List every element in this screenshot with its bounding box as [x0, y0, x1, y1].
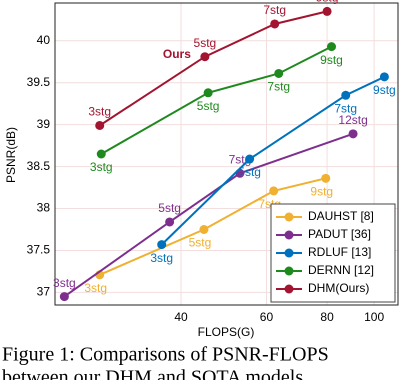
legend-marker: [284, 266, 294, 276]
point-label: 3stg: [150, 251, 173, 265]
y-tick-label: 39.5: [27, 75, 51, 89]
legend-marker: [284, 284, 294, 294]
point-label: 7stg: [334, 101, 357, 115]
x-tick-label: 60: [260, 310, 274, 324]
y-tick-label: 38.5: [27, 159, 51, 173]
legend-marker: [284, 212, 294, 222]
x-tick-label: 80: [320, 310, 334, 324]
point-label: 5stg: [194, 36, 217, 50]
data-point: [322, 6, 332, 16]
point-label: 7stg: [267, 80, 290, 94]
legend-label: PADUT [36]: [308, 227, 371, 241]
point-label: 9stg: [373, 83, 396, 97]
data-point: [321, 173, 331, 183]
data-point: [269, 186, 279, 196]
y-tick-label: 38: [37, 201, 51, 215]
data-point: [327, 42, 337, 52]
data-point: [341, 90, 351, 100]
caption: Figure 1: Comparisons of PSNR-FLOPS: [2, 344, 329, 366]
series-line: [63, 132, 354, 298]
point-label: 9stg: [316, 0, 339, 5]
point-label: 5stg: [197, 99, 220, 113]
point-label: 3stg: [88, 105, 111, 119]
point-label: 5stg: [238, 165, 261, 179]
y-tick-label: 39: [37, 117, 51, 131]
data-point: [274, 68, 284, 78]
point-label: 9stg: [310, 184, 333, 198]
legend-label: DHM(Ours): [308, 281, 369, 295]
x-tick-label: 40: [174, 310, 188, 324]
point-label: 3stg: [90, 160, 113, 174]
legend-label: DERNN [12]: [308, 263, 374, 277]
data-point: [96, 149, 106, 159]
y-tick-label: 40: [37, 33, 51, 47]
point-label: 3stg: [53, 276, 76, 290]
x-axis-label: FLOPS(G): [198, 325, 255, 339]
data-point: [165, 217, 175, 227]
point-label: 9stg: [320, 53, 343, 67]
data-point: [348, 129, 358, 139]
point-label: 12stg: [338, 113, 367, 127]
data-point: [270, 19, 280, 29]
data-point: [245, 154, 255, 164]
data-point: [199, 225, 209, 234]
point-label: 3stg: [84, 281, 107, 295]
legend-marker: [284, 230, 294, 240]
y-tick-label: 37: [37, 285, 51, 299]
y-axis-label: PSNR(dB): [4, 127, 18, 183]
data-point: [95, 120, 105, 130]
point-label: 7stg: [263, 3, 286, 17]
data-point: [59, 292, 69, 302]
plot-frame: [54, 2, 399, 306]
legend-marker: [284, 248, 294, 258]
point-label: 5stg: [158, 201, 181, 215]
series-line: [161, 75, 385, 246]
point-label: 5stg: [189, 236, 212, 250]
data-point: [200, 52, 210, 62]
data-point: [379, 72, 389, 82]
y-tick-label: 37.5: [27, 243, 51, 257]
series-line: [99, 10, 328, 127]
data-point: [203, 88, 213, 98]
legend-label: DAUHST [8]: [308, 209, 374, 223]
legend-label: RDLUF [13]: [308, 245, 371, 259]
annotation: Ours: [163, 47, 191, 61]
series-line: [99, 177, 326, 276]
series-line: [100, 45, 332, 155]
caption: between our DHM and SOTA models: [2, 367, 303, 380]
x-tick-label: 100: [364, 310, 384, 324]
data-point: [157, 240, 167, 250]
